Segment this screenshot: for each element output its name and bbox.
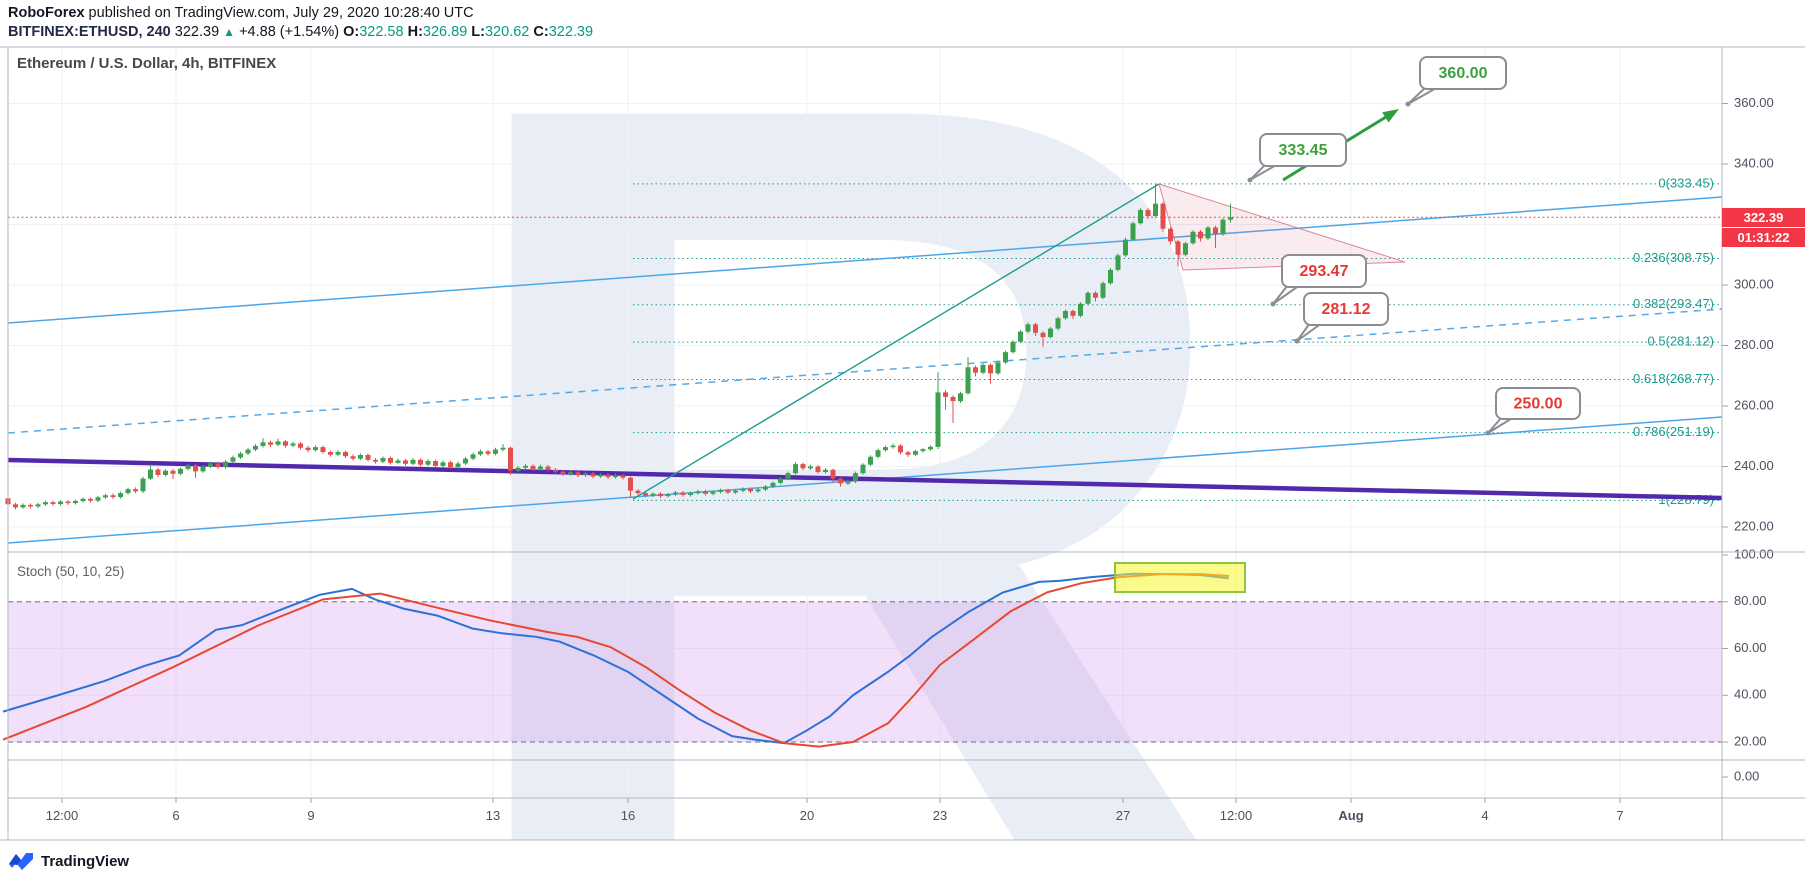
fib-retracement[interactable]: 0(333.45) 0.236(308.75) 0.382(293.47) 0.5(2… (633, 175, 1722, 507)
svg-text:0.786(251.19): 0.786(251.19) (1633, 424, 1714, 439)
chart-title: Ethereum / U.S. Dollar, 4h, BITFINEX (17, 55, 277, 72)
svg-text:27: 27 (1116, 808, 1130, 823)
price-callout (1419, 56, 1507, 90)
svg-text:0.5(281.12): 0.5(281.12) (1648, 334, 1715, 349)
last-price: 322.39 (174, 24, 220, 40)
price-callout (1303, 292, 1389, 326)
svg-text:6: 6 (172, 808, 179, 823)
high-label: H: (407, 24, 423, 40)
price-callout (1281, 254, 1367, 288)
upper-channel (7, 196, 1723, 324)
publish-line: RoboForex published on TradingView.com, … (8, 4, 593, 23)
fib-anchor-trendline (632, 183, 1160, 500)
price-change: +4.88 (+1.54%) (239, 24, 340, 40)
pennant-pattern (1158, 183, 1406, 271)
svg-text:333.45: 333.45 (1279, 142, 1328, 159)
high-value: 326.89 (422, 24, 468, 40)
trendline-drawings[interactable] (7, 109, 1723, 544)
svg-text:300.00: 300.00 (1734, 276, 1774, 291)
svg-text:7: 7 (1616, 808, 1623, 823)
open-label: O: (343, 24, 360, 40)
svg-text:0.00: 0.00 (1734, 768, 1759, 783)
svg-text:80.00: 80.00 (1734, 593, 1767, 608)
svg-text:40.00: 40.00 (1734, 687, 1767, 702)
svg-text:100.00: 100.00 (1734, 546, 1774, 561)
svg-text:360.00: 360.00 (1439, 65, 1488, 82)
roboforex-watermark: R (436, 47, 1253, 840)
stoch-band (8, 601, 1722, 742)
svg-text:281.12: 281.12 (1322, 301, 1371, 318)
stochastic-pane[interactable] (2, 562, 1722, 748)
svg-text:9: 9 (307, 808, 314, 823)
svg-text:23: 23 (933, 808, 947, 823)
axes[interactable]: 360.00 340.00 300.00 280.00 260.00 240.00 220.… (46, 95, 1774, 823)
stoch-indicator-label[interactable]: Stoch (50, 10, 25) (17, 564, 125, 579)
svg-text:360.00: 360.00 (1734, 95, 1774, 110)
svg-text:240.00: 240.00 (1734, 458, 1774, 473)
last-price-tag: 322.39 (1722, 208, 1805, 227)
svg-text:280.00: 280.00 (1734, 337, 1774, 352)
up-triangle-icon: ▲ (223, 25, 236, 39)
svg-text:4: 4 (1481, 808, 1488, 823)
price-callouts[interactable]: 360.00 333.45 293.47 281.12 250.00 (1247, 56, 1581, 436)
author-name: RoboForex (8, 5, 85, 21)
watermark-clip: R (8, 47, 1722, 840)
stoch-d-line (2, 573, 1230, 748)
symbol-line: BITFINEX:ETHUSD, 240 322.39 ▲ +4.88 (+1.… (8, 23, 593, 42)
svg-text:13: 13 (486, 808, 500, 823)
price-callout (1495, 387, 1581, 420)
stoch-k-line (2, 572, 1230, 745)
bar-countdown-tag: 01:31:22 (1722, 227, 1805, 247)
svg-text:Aug: Aug (1338, 808, 1363, 823)
svg-text:12:00: 12:00 (46, 808, 79, 823)
gridlines (8, 47, 1722, 798)
purple-trendline (7, 457, 1723, 501)
svg-text:20: 20 (800, 808, 814, 823)
svg-text:220.00: 220.00 (1734, 518, 1774, 533)
svg-text:293.47: 293.47 (1300, 263, 1349, 280)
svg-text:0(333.45): 0(333.45) (1658, 175, 1714, 190)
svg-text:340.00: 340.00 (1734, 155, 1774, 170)
svg-text:250.00: 250.00 (1514, 396, 1563, 413)
close-value: 322.39 (548, 24, 594, 40)
pane-borders (0, 46, 1805, 841)
svg-text:0.382(293.47): 0.382(293.47) (1633, 296, 1714, 311)
svg-text:20.00: 20.00 (1734, 733, 1767, 748)
svg-text:0.236(308.75): 0.236(308.75) (1633, 250, 1714, 265)
svg-text:12:00: 12:00 (1220, 808, 1253, 823)
svg-text:0.618(268.77): 0.618(268.77) (1633, 371, 1714, 386)
candlestick-series (5, 183, 1233, 510)
open-value: 322.58 (359, 24, 404, 40)
price-callout (1259, 133, 1347, 167)
tradingview-logo-icon (9, 853, 33, 870)
low-label: L: (471, 24, 485, 40)
channel-midline (7, 308, 1723, 434)
svg-text:260.00: 260.00 (1734, 397, 1774, 412)
symbol-name[interactable]: BITFINEX:ETHUSD, 240 (8, 24, 171, 40)
svg-text:60.00: 60.00 (1734, 640, 1767, 655)
overbought-highlight-box (1114, 562, 1246, 593)
publish-info: published on TradingView.com, July 29, 2… (84, 5, 474, 21)
publish-header: RoboForex published on TradingView.com, … (8, 4, 593, 42)
low-value: 320.62 (484, 24, 530, 40)
svg-text:16: 16 (621, 808, 635, 823)
tradingview-logo[interactable]: TradingView (8, 850, 129, 872)
close-label: C: (533, 24, 549, 40)
tradingview-logo-text: TradingView (41, 852, 130, 870)
